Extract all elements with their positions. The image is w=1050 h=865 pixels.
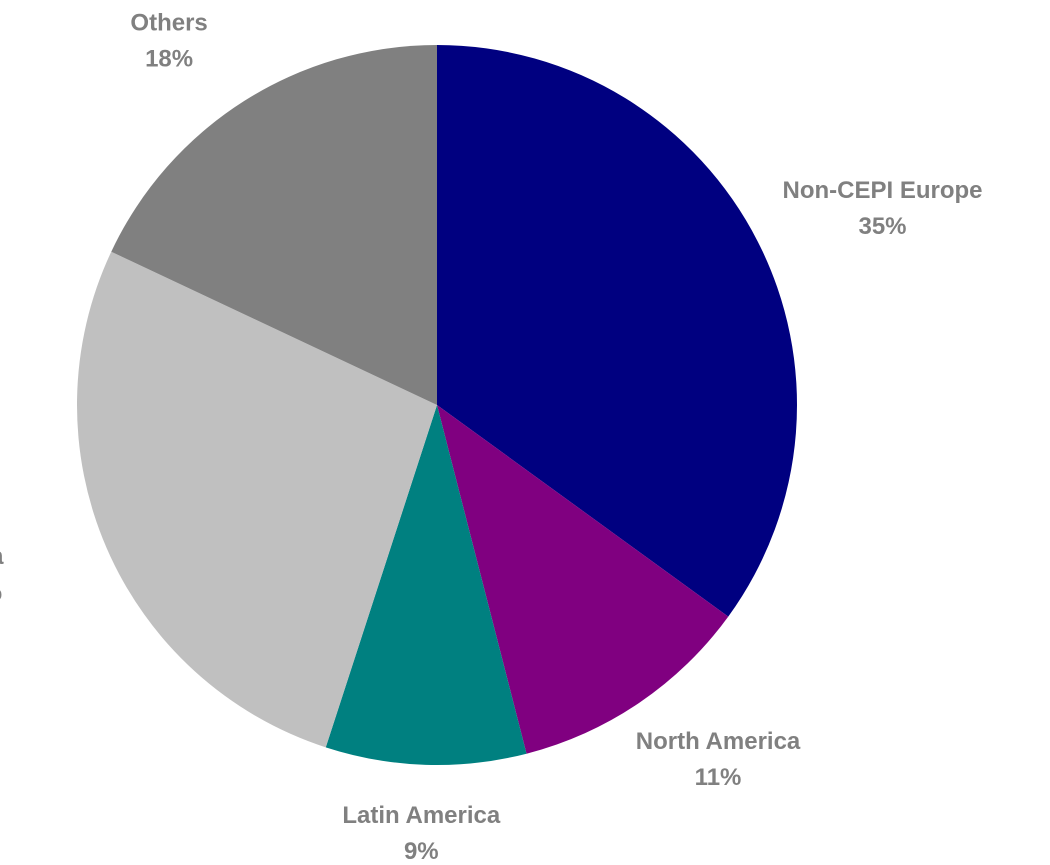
slice-label: Asia (0, 543, 4, 570)
slice-value-label: 9% (404, 838, 439, 860)
slice-label: Latin America (342, 802, 500, 829)
pie-slice (111, 45, 437, 405)
pie-slice (437, 45, 797, 617)
slice-value-label: 18% (145, 45, 193, 72)
slice-label: Non-CEPI Europe (782, 177, 982, 204)
pie-slice (76, 251, 437, 748)
slice-value-label: 27% (0, 579, 2, 606)
slice-label: Others (130, 9, 207, 36)
pie-slice (437, 405, 729, 754)
pie-slice (325, 405, 527, 766)
slice-value-label: 11% (695, 764, 742, 791)
slice-value-label: 35% (858, 213, 906, 240)
slice-label: North America (636, 728, 801, 755)
